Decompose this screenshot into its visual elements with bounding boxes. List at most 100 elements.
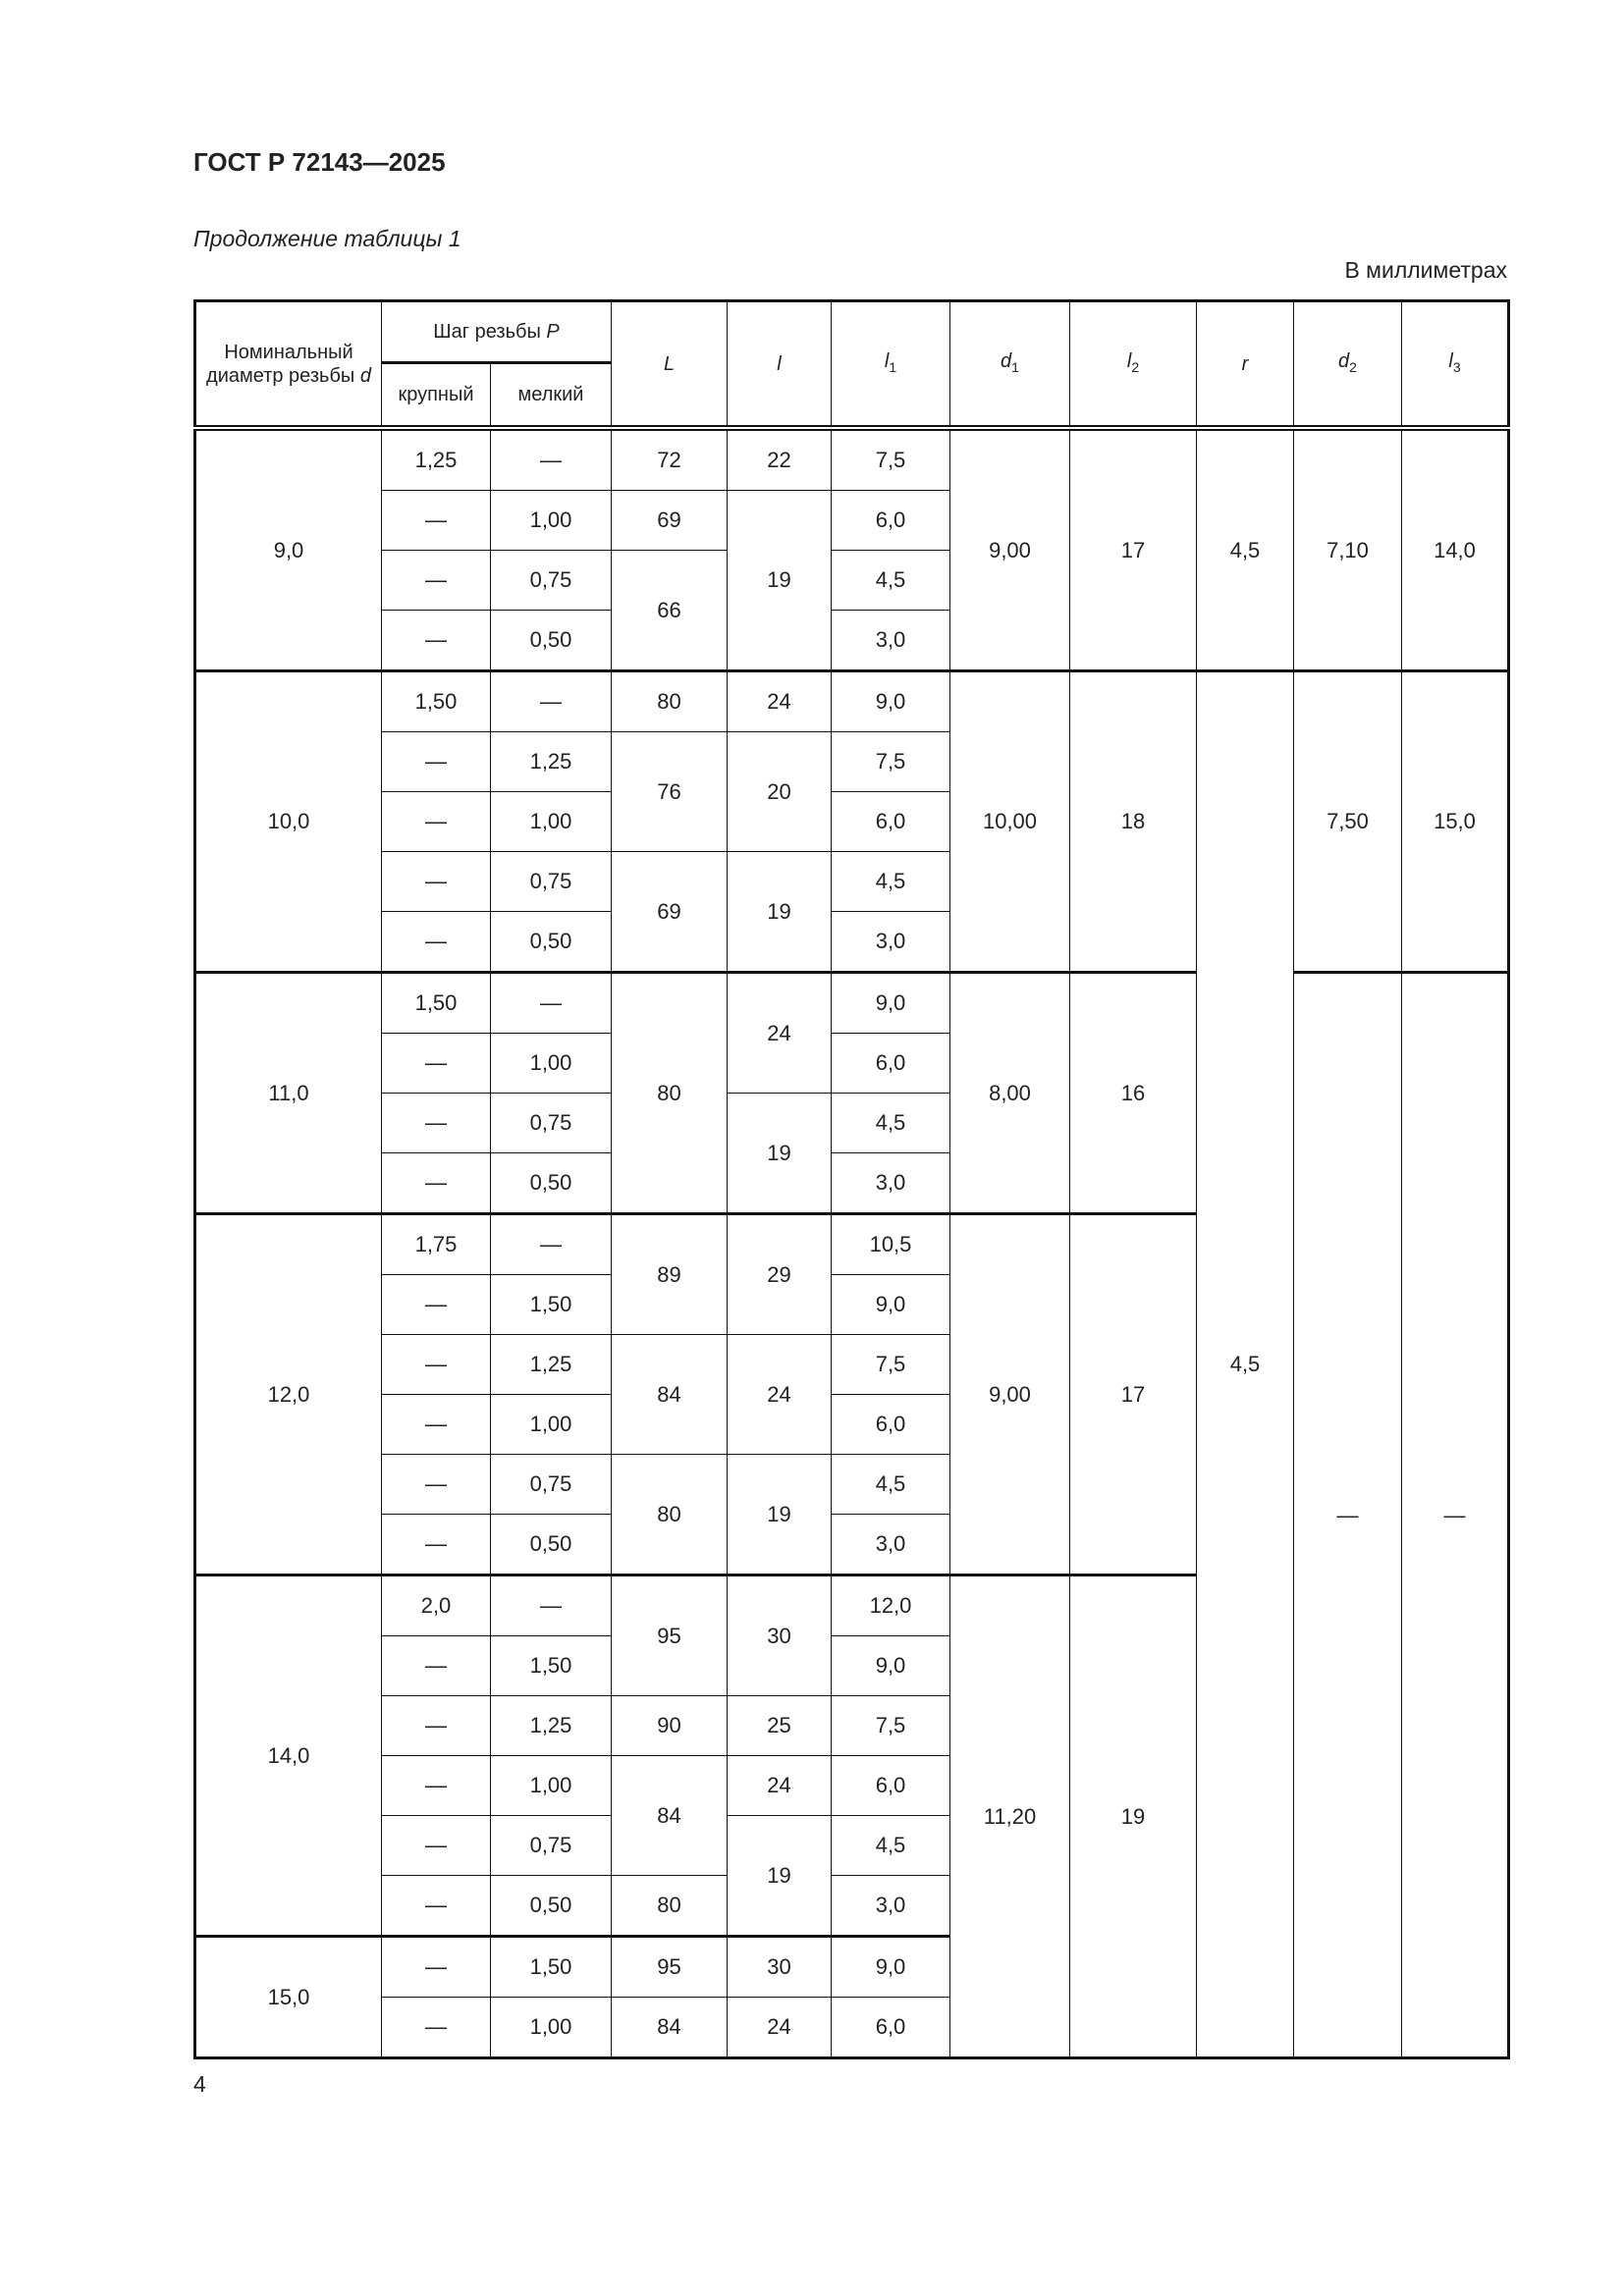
table-cell: 1,00	[490, 1755, 612, 1816]
page-number: 4	[193, 2071, 206, 2097]
table-cell: 19	[727, 1093, 832, 1214]
table-cell: 6,0	[831, 1033, 950, 1094]
table-cell: 4,5	[831, 1815, 950, 1876]
table-row: —1,00 6,0	[195, 1033, 1509, 1094]
header-col-3: d1	[949, 300, 1070, 431]
header-col-5: r	[1196, 300, 1294, 431]
table-cell: 69	[611, 490, 728, 551]
table-cell: 11,20	[949, 1574, 1070, 2058]
table-cell: 6,0	[831, 490, 950, 551]
header-subscript: 2	[1349, 358, 1357, 375]
table-row: —0,50 3,0	[195, 911, 1509, 973]
table-cell: 1,25	[490, 1695, 612, 1756]
table-cell: 14,0	[194, 1574, 382, 1937]
table-cell: 19	[727, 1815, 832, 1937]
table-body: 9,0 1,25—72 22 7,5 9,00 17 4,5 7,10 14,0—1,00 69 1…	[194, 426, 1509, 2058]
table-cell: —	[381, 1815, 491, 1876]
table-cell: 1,00	[490, 1033, 612, 1094]
table-cell: —	[381, 1997, 491, 2058]
table-cell: 16	[1069, 971, 1197, 1214]
table-cell: 6,0	[831, 791, 950, 852]
table-cell: 76	[611, 731, 728, 852]
table-cell: —	[490, 971, 612, 1034]
table-cell: 84	[611, 1334, 728, 1455]
table-cell: 17	[1069, 1212, 1197, 1575]
table-cell: 24	[727, 1997, 832, 2058]
header-pitch-symbol: P	[546, 321, 560, 343]
table-cell: 0,75	[490, 1093, 612, 1153]
table-cell: 2,0	[381, 1574, 491, 1636]
table-cell: 18	[1069, 669, 1197, 973]
table-row: —1,25 76 20 7,5	[195, 731, 1509, 852]
table-cell: 4,5	[1196, 669, 1294, 2058]
table-cell: 0,50	[490, 1152, 612, 1214]
table-row: —1,00 84 24 6,0	[195, 1755, 1509, 1876]
header-pitch-label: Шаг резьбы	[433, 321, 541, 343]
table-cell: 69	[611, 851, 728, 973]
thread-dimensions-table: Номинальный диаметр резьбы d Шаг резьбы …	[193, 299, 1510, 2059]
header-subscript: 1	[889, 358, 897, 375]
table-cell: —	[490, 1574, 612, 1636]
header-symbol: d	[1001, 349, 1012, 372]
header-col-6: d2	[1293, 300, 1402, 431]
table-row: —0,75 80 19 4,5	[195, 1454, 1509, 1575]
header-symbol: d	[1338, 349, 1350, 372]
table-cell: 0,75	[490, 1454, 612, 1515]
table-cell: 1,50	[490, 1274, 612, 1335]
table-caption: Продолжение таблицы 1	[193, 226, 461, 251]
table-cell: —	[381, 1454, 491, 1515]
table-cell: 1,00	[490, 1997, 612, 2058]
table-row: —1,00 6,0	[195, 1394, 1509, 1455]
header-symbol: L	[663, 352, 676, 375]
table-cell: 10,00	[949, 669, 1070, 973]
table-cell: 6,0	[831, 1997, 950, 2058]
table-cell: 0,75	[490, 550, 612, 611]
table-cell: 3,0	[831, 911, 950, 973]
table-row: —0,50 3,0	[195, 610, 1509, 671]
table-cell: 1,75	[381, 1212, 491, 1275]
table-row: —0,75 69 19 4,5	[195, 851, 1509, 973]
table-cell: —	[381, 1755, 491, 1816]
table-cell: 9,00	[949, 1212, 1070, 1575]
table-cell: 3,0	[831, 1875, 950, 1937]
table-cell: 12,0	[831, 1574, 950, 1636]
table-cell: —	[381, 610, 491, 671]
table-cell: —	[490, 669, 612, 732]
table-row: 10,0 1,50—80 24 9,0 10,00 18 4,5 7,50 15,0	[194, 669, 1509, 2058]
table-cell: 9,0	[194, 426, 382, 671]
table-cell: 30	[727, 1935, 832, 1998]
table-cell: 7,5	[831, 426, 950, 491]
header-col-1: l	[727, 300, 832, 431]
table-cell: 7,5	[831, 731, 950, 792]
table-cell: —	[381, 1394, 491, 1455]
table-cell: 1,50	[381, 971, 491, 1034]
table-cell: —	[490, 1212, 612, 1275]
units-note: В миллиметрах	[1344, 257, 1507, 283]
header-nominal-diameter: Номинальный диаметр резьбы d	[194, 300, 382, 431]
table-cell: 1,50	[381, 669, 491, 732]
table-cell: 29	[727, 1212, 832, 1335]
table-row: —0,50 80 3,0	[195, 1875, 1509, 1937]
table-cell: 9,0	[831, 1935, 950, 1998]
table-cell: 9,0	[831, 971, 950, 1034]
table-cell: —	[381, 1695, 491, 1756]
table-cell: 7,5	[831, 1695, 950, 1756]
header-symbol: l	[884, 349, 890, 372]
table-cell: 19	[727, 1454, 832, 1575]
table-cell: 9,0	[831, 1274, 950, 1335]
table-row: 15,0—1,50 95 30 9,0	[194, 1935, 1509, 2058]
table-cell: 19	[727, 851, 832, 973]
table-cell: 0,50	[490, 610, 612, 671]
table-cell: 15,0	[1401, 669, 1509, 973]
table-cell: —	[381, 731, 491, 792]
header-symbol: l	[777, 352, 782, 375]
table-cell: 4,5	[831, 1093, 950, 1153]
table-cell: 30	[727, 1574, 832, 1696]
table-cell: 80	[611, 669, 728, 732]
table-cell: 10,0	[194, 669, 382, 973]
table-row: —1,00 69 19 6,0	[195, 490, 1509, 671]
table-cell: —	[1401, 971, 1509, 2058]
table-row: 14,0 2,0—95 30 12,0 11,20 19	[194, 1574, 1509, 2058]
table-cell: 89	[611, 1212, 728, 1335]
header-coarse: крупный	[381, 362, 491, 431]
